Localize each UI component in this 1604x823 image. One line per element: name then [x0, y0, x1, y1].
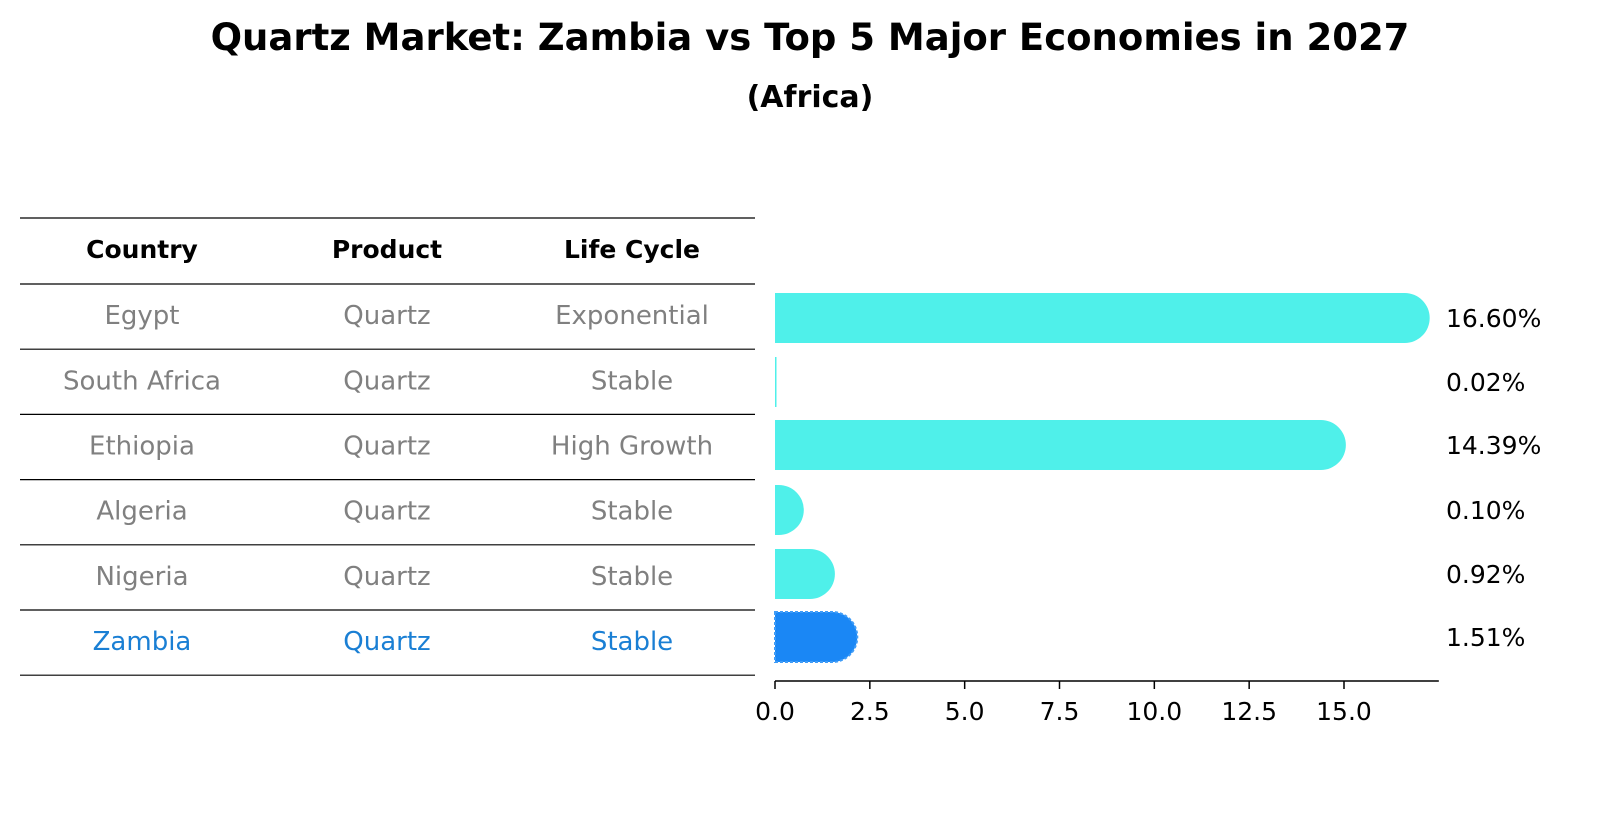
table-cell-product: Quartz [343, 562, 430, 592]
value-label-nigeria: 0.92% [1446, 560, 1525, 589]
chart-subtitle: (Africa) [746, 80, 874, 115]
x-tick-label: 12.5 [1221, 697, 1277, 726]
value-label-egypt: 16.60% [1446, 304, 1541, 333]
table-cell-product: Quartz [343, 432, 430, 462]
bar-algeria [775, 485, 804, 535]
x-tick-label: 10.0 [1126, 697, 1182, 726]
bar-south-africa [775, 357, 777, 407]
data-table: Country Product Life Cycle Egypt Quartz Expon… [20, 217, 755, 676]
bar-nigeria [775, 549, 835, 599]
value-label-south-africa: 0.02% [1446, 368, 1525, 397]
table-cell-life-cycle: Stable [591, 562, 673, 592]
x-tick-label: 5.0 [945, 697, 985, 726]
x-tick-label: 7.5 [1040, 697, 1080, 726]
table-cell-life-cycle: Exponential [555, 301, 709, 331]
x-axis: 0.0 2.5 5.0 7.5 10.0 12.5 15.0 [755, 680, 1439, 726]
table-header-country: Country [86, 235, 198, 264]
table-cell-country: Ethiopia [89, 432, 195, 462]
table-cell-product: Quartz [343, 497, 430, 527]
table-cell-life-cycle: Stable [591, 366, 673, 396]
table-cell-country: Zambia [93, 627, 192, 657]
bar-zambia [774, 611, 859, 663]
x-tick-label: 15.0 [1316, 697, 1372, 726]
table-cell-life-cycle: High Growth [551, 432, 713, 462]
bar-plot: 16.60% 0.02% 14.39% 0.10% 0.92% 1.51% [774, 293, 1541, 663]
x-tick-label: 0.0 [755, 697, 795, 726]
table-cell-life-cycle: Stable [591, 627, 673, 657]
chart-title: Quartz Market: Zambia vs Top 5 Major Eco… [210, 16, 1410, 59]
table-cell-product: Quartz [343, 366, 430, 396]
table-header-product: Product [332, 235, 442, 264]
value-label-ethiopia: 14.39% [1446, 431, 1541, 460]
table-cell-country: Algeria [96, 497, 187, 527]
table-cell-product: Quartz [343, 301, 430, 331]
table-cell-country: Egypt [104, 301, 179, 331]
value-label-algeria: 0.10% [1446, 496, 1525, 525]
table-header-life-cycle: Life Cycle [564, 235, 700, 264]
bar-ethiopia [775, 420, 1346, 470]
bar-egypt [775, 293, 1430, 343]
table-cell-country: South Africa [63, 366, 221, 396]
table-cell-product: Quartz [343, 627, 430, 657]
x-tick-label: 2.5 [850, 697, 890, 726]
value-label-zambia: 1.51% [1446, 623, 1525, 652]
table-cell-life-cycle: Stable [591, 497, 673, 527]
table-cell-country: Nigeria [95, 562, 188, 592]
